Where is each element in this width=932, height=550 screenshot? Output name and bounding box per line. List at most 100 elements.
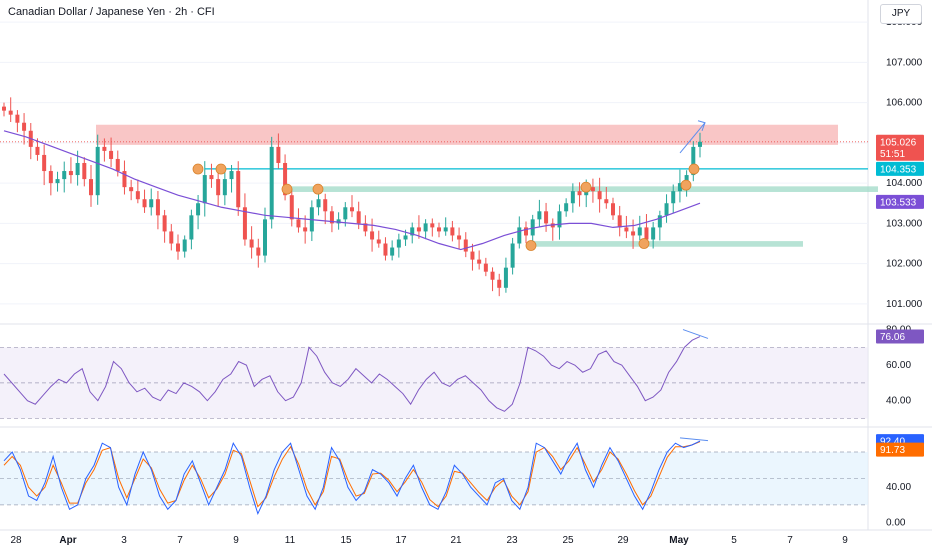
candle-body (517, 227, 522, 244)
candle-body (370, 231, 375, 240)
current-price-badge-bg (876, 134, 924, 161)
candle-body (89, 179, 93, 196)
candle-body (68, 171, 73, 176)
candle-body (8, 110, 13, 115)
time-tick-label: 9 (842, 535, 848, 546)
candle-body (216, 179, 221, 196)
candle-body (450, 227, 455, 236)
candle-body (604, 199, 609, 204)
candle-body (15, 114, 20, 123)
candle-body (457, 235, 462, 240)
pivot-marker (215, 163, 227, 175)
candle-body (263, 219, 267, 256)
pivot-marker (312, 183, 324, 195)
candle-body (631, 231, 636, 236)
candle-body (196, 203, 201, 216)
ma-price-label: 103.533 (880, 197, 917, 208)
time-tick-label: 21 (450, 535, 462, 546)
time-tick-label: 29 (617, 535, 629, 546)
candle-body (222, 179, 227, 196)
candle-body (577, 191, 582, 196)
trend-arrow-head (697, 120, 706, 131)
candle-body (229, 171, 234, 180)
candle-body (155, 199, 160, 216)
time-tick-label: 28 (10, 535, 22, 546)
price-tick-label: 104.000 (886, 178, 923, 189)
rsi-divergence-arrow (682, 329, 709, 339)
candle-body (463, 239, 468, 252)
candle-body (142, 199, 147, 208)
pivot-marker (688, 163, 700, 175)
rsi-tick-label: 60.00 (886, 360, 911, 371)
candle-body (75, 162, 80, 176)
candle-body (651, 227, 656, 240)
pivot-marker (580, 181, 592, 193)
stoch-d-last-label-bg (876, 442, 924, 457)
time-tick-label: Apr (59, 535, 76, 546)
time-tick-label: 7 (787, 535, 793, 546)
candle-body (698, 141, 702, 147)
time-tick-label: 3 (121, 535, 127, 546)
candle-body (624, 227, 629, 232)
candle-body (611, 203, 615, 216)
candle-body (356, 211, 361, 224)
candle-body (283, 162, 288, 196)
candle-body (343, 207, 348, 220)
candle-body (537, 211, 542, 220)
stoch-tick-label: 40.00 (886, 482, 911, 493)
candle-body (329, 211, 334, 224)
candle-body (2, 106, 6, 111)
candle-body (323, 199, 328, 212)
candle-body (544, 211, 549, 224)
candle-body (42, 154, 47, 172)
candle-body (62, 171, 67, 180)
stoch-d-last-label: 91.73 (880, 445, 905, 456)
candle-body (390, 247, 395, 256)
candle-body (242, 207, 247, 240)
candle-body (95, 146, 100, 196)
time-tick-label: 11 (285, 535, 296, 546)
pivot-marker (192, 163, 204, 175)
candle-body (671, 191, 676, 204)
candle-body (510, 243, 515, 268)
candle-body (524, 227, 528, 236)
candle-body (276, 146, 281, 163)
candle-body (470, 251, 475, 260)
ma-price-label-bg (876, 194, 924, 209)
candle-body (48, 171, 53, 184)
candle-body (564, 203, 569, 212)
candle-body (490, 271, 495, 280)
candle-body (162, 215, 167, 232)
resistance-zone (96, 124, 838, 145)
candle-body (530, 219, 535, 236)
candle-body (396, 239, 401, 248)
candle-body (236, 171, 241, 208)
trend-arrow (679, 122, 706, 154)
pivot-marker (638, 238, 650, 249)
candle-body (249, 239, 254, 248)
candle-body (182, 239, 187, 252)
chart-title: Canadian Dollar / Japanese Yen · 2h · CF… (8, 6, 215, 18)
candle-body (109, 150, 114, 159)
candle-body (597, 191, 602, 200)
candle-body (423, 223, 428, 232)
rsi-tick-label: 40.00 (886, 396, 911, 407)
candle-body (296, 219, 301, 228)
candle-body (22, 122, 27, 131)
candle-body (256, 247, 261, 256)
candle-body (336, 219, 341, 224)
candle-body (35, 146, 40, 155)
candle-body (657, 215, 662, 228)
stoch-k-last-label: 92.40 (880, 437, 905, 448)
candle-body (209, 175, 214, 180)
pivot-marker (525, 240, 537, 251)
candle-body (644, 227, 649, 240)
candle-body (102, 146, 107, 151)
currency-selector[interactable]: JPY (880, 4, 922, 24)
candle-body (149, 199, 154, 208)
candle-body (617, 215, 622, 228)
candle-body (115, 158, 120, 172)
candle-body (363, 223, 368, 232)
candle-body (590, 187, 595, 192)
